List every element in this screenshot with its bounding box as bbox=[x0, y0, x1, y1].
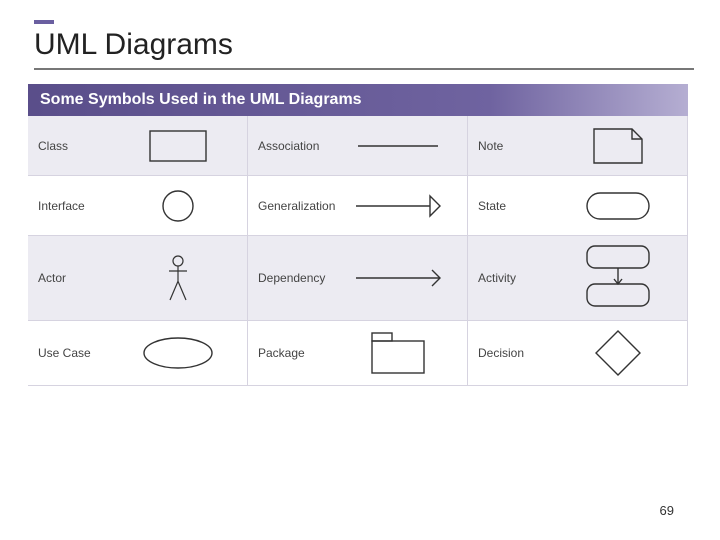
symbol-label: Association bbox=[258, 139, 338, 153]
symbol-label: Package bbox=[258, 346, 338, 360]
activity-icon bbox=[558, 244, 677, 312]
symbol-cell-dependency: Dependency bbox=[248, 236, 468, 321]
symbols-panel: Some Symbols Used in the UML Diagrams Cl… bbox=[28, 84, 688, 386]
state-icon bbox=[558, 191, 677, 221]
symbols-grid: Class Association Note Interface Generalizat… bbox=[28, 116, 688, 386]
symbol-label: Note bbox=[478, 139, 558, 153]
panel-header: Some Symbols Used in the UML Diagrams bbox=[28, 84, 688, 116]
symbol-label: Generalization bbox=[258, 199, 338, 213]
page-title: UML Diagrams bbox=[34, 28, 694, 70]
dependency-icon bbox=[338, 268, 457, 288]
symbol-cell-decision: Decision bbox=[468, 321, 688, 386]
decision-icon bbox=[558, 329, 677, 377]
symbol-cell-association: Association bbox=[248, 116, 468, 176]
association-icon bbox=[338, 142, 457, 150]
actor-icon bbox=[118, 254, 237, 302]
class-icon bbox=[118, 129, 237, 163]
symbol-label: State bbox=[478, 199, 558, 213]
generalization-icon bbox=[338, 194, 457, 218]
symbol-label: Interface bbox=[38, 199, 118, 213]
symbol-label: Activity bbox=[478, 271, 558, 285]
symbol-cell-interface: Interface bbox=[28, 176, 248, 236]
package-icon bbox=[338, 331, 457, 375]
symbol-label: Use Case bbox=[38, 346, 118, 360]
symbol-cell-state: State bbox=[468, 176, 688, 236]
symbol-label: Class bbox=[38, 139, 118, 153]
symbol-label: Decision bbox=[478, 346, 558, 360]
symbol-label: Actor bbox=[38, 271, 118, 285]
symbol-cell-activity: Activity bbox=[468, 236, 688, 321]
symbol-cell-actor: Actor bbox=[28, 236, 248, 321]
page-number: 69 bbox=[660, 503, 674, 518]
accent-bar bbox=[34, 20, 54, 24]
interface-icon bbox=[118, 189, 237, 223]
symbol-cell-usecase: Use Case bbox=[28, 321, 248, 386]
symbol-cell-generalization: Generalization bbox=[248, 176, 468, 236]
symbol-cell-note: Note bbox=[468, 116, 688, 176]
usecase-icon bbox=[118, 336, 237, 370]
symbol-label: Dependency bbox=[258, 271, 338, 285]
symbol-cell-package: Package bbox=[248, 321, 468, 386]
symbol-cell-class: Class bbox=[28, 116, 248, 176]
note-icon bbox=[558, 127, 677, 165]
